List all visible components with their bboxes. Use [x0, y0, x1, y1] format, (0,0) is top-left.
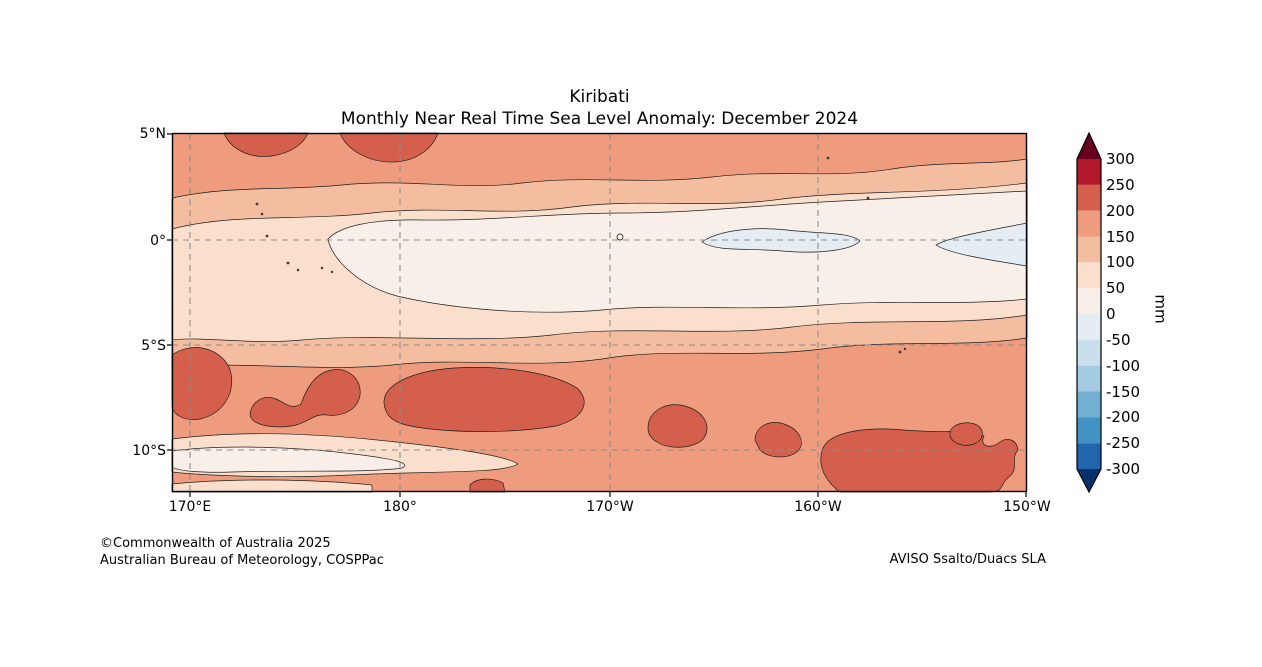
- gridlines: [172, 133, 1027, 492]
- colorbar-tick-neg200: -200: [1106, 408, 1141, 427]
- contour-region-200-250-bottom-strip: [469, 478, 506, 493]
- y-tick-label-0: 0°: [150, 233, 166, 249]
- colorbar-tick-250: 250: [1106, 175, 1135, 194]
- island-dot: [296, 268, 300, 272]
- chart-subtitle: Monthly Near Real Time Sea Level Anomaly…: [340, 109, 859, 129]
- colorbar-cell-200-250: [1077, 184, 1101, 211]
- x-tick-label-170w: 170°W: [586, 499, 634, 515]
- colorbar-cell-neg50-0: [1077, 314, 1101, 340]
- x-tick-label-150w: 150°W: [1003, 499, 1051, 515]
- island-dot: [903, 347, 907, 351]
- colorbar: [1076, 131, 1102, 494]
- island-markers: [255, 156, 907, 354]
- plot-frame: [171, 132, 1028, 493]
- contour-region-200-250-north-b: [339, 132, 439, 163]
- island-dot: [286, 261, 290, 265]
- colorbar-cap-below-neg300: [1077, 469, 1101, 492]
- island-dot: [260, 212, 264, 216]
- colorbar-cell-neg200-150: [1077, 391, 1101, 418]
- colorbar-tick-neg150: -150: [1106, 382, 1141, 401]
- island-dot: [898, 350, 902, 354]
- copyright-line-1: ©Commonwealth of Australia 2025: [100, 536, 331, 551]
- colorbar-tick-300: 300: [1106, 150, 1135, 168]
- y-tick-label-10s: 10°S: [132, 443, 166, 459]
- contour-region-200-250-north-a: [223, 132, 309, 157]
- contour-region-200-250-south-c: [383, 367, 585, 432]
- copyright-line-2: Australian Bureau of Meteorology, COSPPa…: [100, 553, 384, 568]
- island-dot: [826, 156, 830, 160]
- colorbar-cell-neg300-250: [1077, 443, 1101, 469]
- island-dot: [866, 196, 870, 200]
- island-dot: [255, 202, 259, 206]
- contour-region-200-250-south-b: [249, 369, 361, 428]
- contour-region-200-250-south-a: [171, 347, 233, 420]
- colorbar-units-label: mm: [1151, 294, 1170, 324]
- data-attribution: AVISO Ssalto/Duacs SLA: [889, 552, 1046, 567]
- colorbar-tick-neg250: -250: [1106, 434, 1141, 453]
- colorbar-tick-100: 100: [1106, 253, 1135, 272]
- colorbar-tick-neg300: -300: [1106, 460, 1141, 478]
- colorbar-tick-neg100: -100: [1106, 356, 1141, 375]
- colorbar-tick-0: 0: [1106, 305, 1116, 323]
- contour-region-50-100-bottom-strip: [171, 479, 373, 493]
- sea-level-anomaly-map: [167, 132, 1028, 497]
- island-dot: [320, 266, 324, 270]
- colorbar-tick-200: 200: [1106, 201, 1135, 220]
- y-tick-label-5n: 5°N: [139, 126, 166, 142]
- colorbar-cell-0-50: [1077, 288, 1101, 315]
- contour-region-200-250-south-g: [949, 422, 983, 446]
- axis-ticks: [167, 133, 1027, 497]
- colorbar-cell-150-200: [1077, 210, 1101, 237]
- contour-region-200-250-south-e: [754, 422, 802, 458]
- y-tick-label-5s: 5°S: [141, 338, 166, 354]
- chart-title: Kiribati: [569, 87, 630, 107]
- colorbar-cell-250-300: [1077, 159, 1101, 185]
- colorbar-outline: [1076, 131, 1102, 494]
- colorbar-cell-100-150: [1077, 236, 1101, 263]
- contour-region-0-50-south: [171, 446, 405, 473]
- colorbar-cell-neg250-200: [1077, 417, 1101, 444]
- colorbar-tick-neg50: -50: [1106, 330, 1131, 349]
- island-atoll-ring: [616, 233, 624, 241]
- copyright-block: ©Commonwealth of Australia 2025 Australi…: [100, 535, 384, 569]
- colorbar-cap-above-300: [1077, 133, 1101, 159]
- x-tick-label-160w: 160°W: [794, 499, 842, 515]
- contour-region-neg50-0-b: [935, 222, 1028, 267]
- x-tick-label-180: 180°: [383, 499, 417, 515]
- colorbar-cell-neg100-50: [1077, 339, 1101, 366]
- colorbar-tick-50: 50: [1106, 279, 1126, 298]
- colorbar-cell-neg150-100: [1077, 365, 1101, 392]
- contour-region-200-250-south-d: [647, 404, 708, 448]
- colorbar-tick-150: 150: [1106, 227, 1135, 246]
- island-dot: [265, 234, 269, 238]
- x-tick-label-170e: 170°E: [168, 499, 212, 515]
- colorbar-cell-50-100: [1077, 262, 1101, 289]
- chart-title-block: Kiribati Monthly Near Real Time Sea Leve…: [172, 86, 1027, 130]
- island-dot: [330, 270, 334, 274]
